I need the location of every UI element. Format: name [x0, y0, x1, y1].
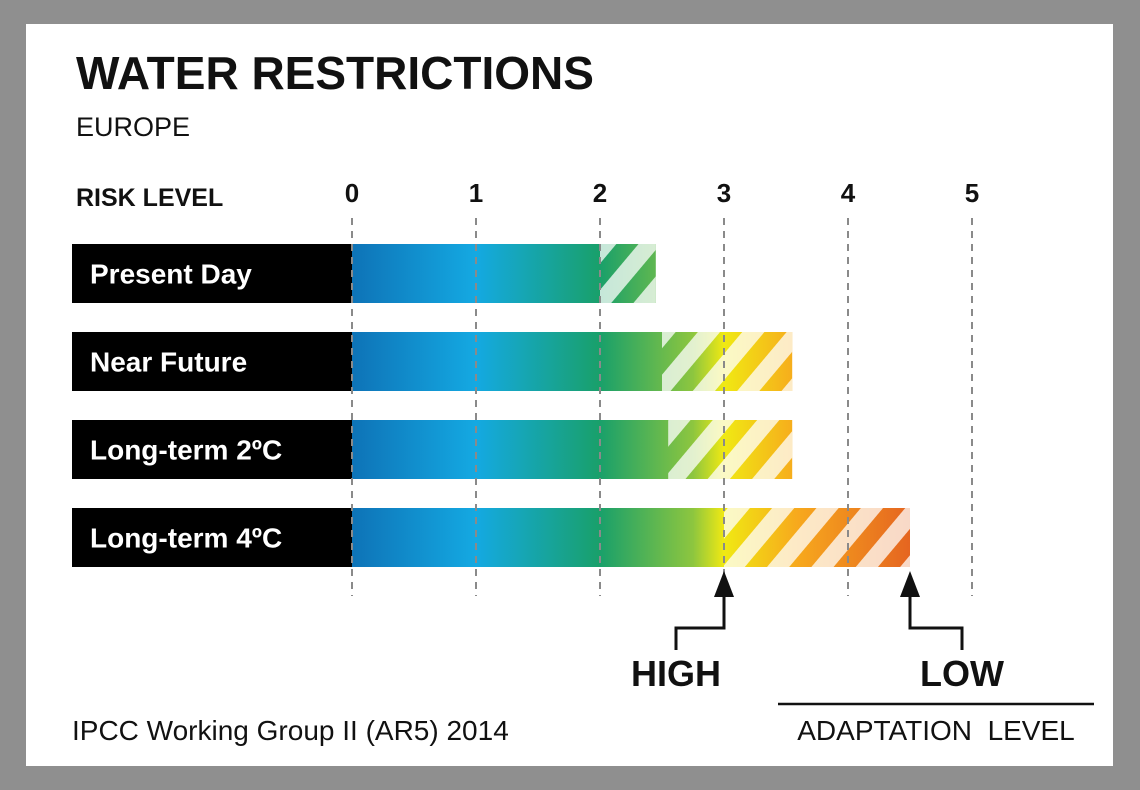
bar-hatch-2	[668, 420, 793, 479]
category-box-0	[72, 244, 352, 303]
marker-label-high: HIGH	[631, 653, 721, 694]
tick-label-1: 1	[469, 178, 483, 208]
adaptation-markers: HIGH LOW	[631, 571, 1004, 694]
bar-hatch-1	[662, 332, 793, 391]
tick-labels: 0 1 2 3 4 5	[345, 178, 979, 208]
category-box-2	[72, 420, 352, 479]
category-label: Long-term 2ºC	[90, 435, 282, 466]
tick-label-2: 2	[593, 178, 607, 208]
tick-label-0: 0	[345, 178, 359, 208]
category-box-1	[72, 332, 352, 391]
bars: Present Day Near Future Long-term 2ºC Long-…	[72, 244, 910, 567]
marker-arrow-low	[900, 571, 920, 597]
category-label: Near Future	[90, 347, 247, 378]
marker-arrow-high	[714, 571, 734, 597]
chart-title: WATER RESTRICTIONS	[76, 47, 594, 99]
tick-label-5: 5	[965, 178, 979, 208]
bar-hatch-0	[600, 244, 656, 303]
adaptation-axis-label: ADAPTATION LEVEL	[797, 715, 1074, 746]
chart-subtitle: EUROPE	[76, 112, 190, 142]
bar-hatch-3	[724, 508, 910, 567]
x-axis-label: RISK LEVEL	[76, 184, 223, 212]
category-label: Present Day	[90, 259, 252, 290]
tick-label-3: 3	[717, 178, 731, 208]
gridlines	[351, 218, 973, 596]
category-box-3	[72, 508, 352, 567]
marker-label-low: LOW	[920, 653, 1004, 694]
source-note: IPCC Working Group II (AR5) 2014	[72, 715, 509, 746]
category-label: Long-term 4ºC	[90, 523, 282, 554]
tick-label-4: 4	[841, 178, 856, 208]
marker-leader-high	[674, 596, 726, 650]
chart-card	[26, 24, 1113, 766]
marker-leader-low	[908, 596, 964, 650]
